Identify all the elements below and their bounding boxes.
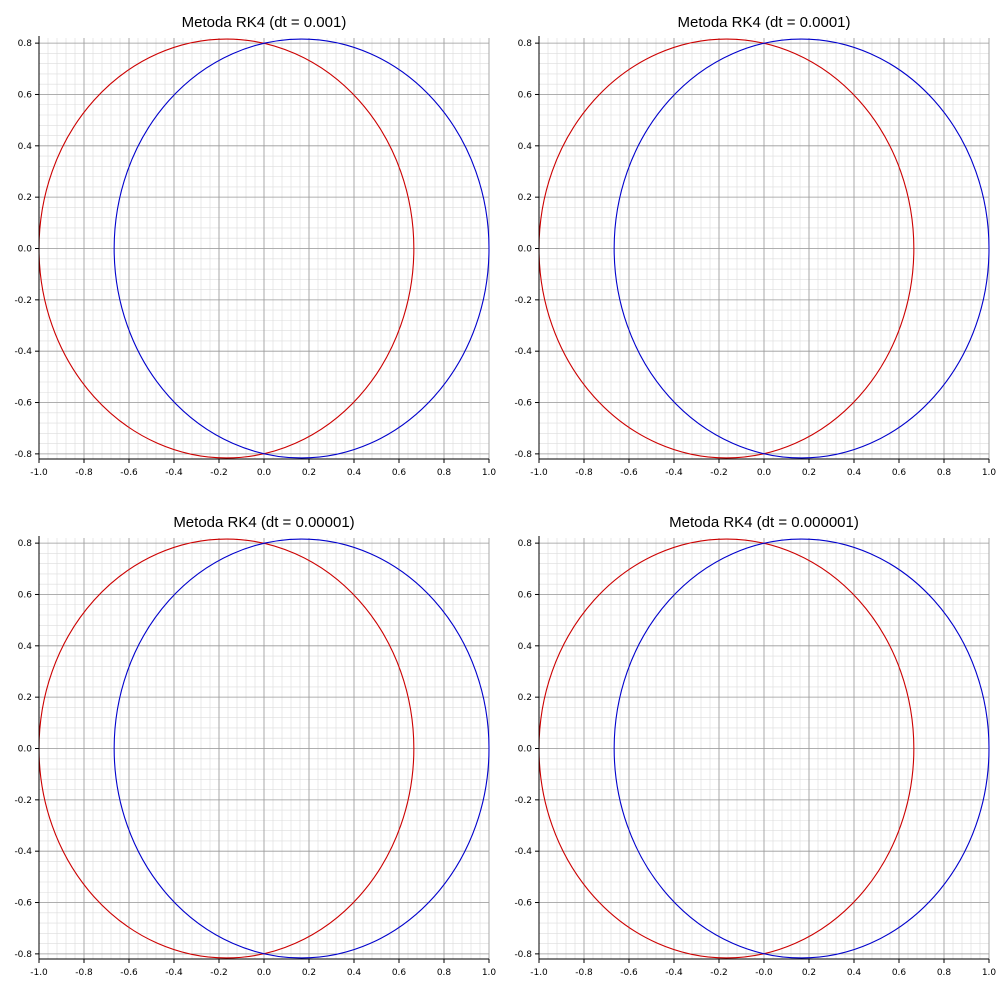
y-tick-label: 0.6: [518, 590, 533, 600]
y-tick-label: 0.0: [518, 245, 533, 255]
y-tick-label: -0.8: [14, 950, 32, 960]
y-tick-label: 0.8: [518, 39, 533, 49]
x-tick-label: 0.6: [392, 968, 407, 978]
chart-svg: -1.0 -0.8 -0.6 -0.4 -0.2 0.0 0.2 0.4 0.6 0.8 1.0 0.…: [14, 14, 497, 478]
y-tick-label: -0.6: [14, 899, 32, 909]
x-tick-label: 1.0: [982, 468, 997, 478]
chart-svg: -1.0 -0.8 -0.6 -0.4 -0.2 0.0 0.2 0.4 0.6 0.8 1.0 0.…: [514, 14, 997, 478]
x-tick-label: 0.0: [257, 468, 272, 478]
x-tick-label: 0.6: [392, 468, 407, 478]
x-tick-label: 0.8: [937, 968, 952, 978]
x-tick-label: 0.6: [892, 468, 907, 478]
x-tick-label: 0.8: [437, 968, 452, 978]
y-tick-label: -0.2: [514, 296, 532, 306]
y-tick-label: 0.6: [518, 90, 533, 100]
y-tick-label: -0.6: [514, 899, 532, 909]
x-tick-label: -0.8: [575, 468, 593, 478]
x-tick-label: 1.0: [482, 468, 497, 478]
y-tick-label: 0.4: [18, 142, 33, 152]
x-tick-label: 0.4: [847, 968, 862, 978]
y-tick-label: 0.8: [18, 39, 33, 49]
chart-title: Metoda RK4 (dt = 0.00001): [173, 514, 354, 531]
y-tick-label: -0.4: [14, 347, 32, 357]
y-tick-label: -0.4: [14, 847, 32, 857]
x-tick-label: -0.6: [620, 968, 638, 978]
chart-panel-2: -1.0 -0.8 -0.6 -0.4 -0.2 0.0 0.2 0.4 0.6 0.8 1.0 0.…: [500, 0, 1000, 500]
y-tick-label: -0.4: [514, 347, 532, 357]
y-tick-label: -0.8: [514, 450, 532, 460]
x-tick-label: -1.0: [30, 468, 48, 478]
y-tick-label: -0.8: [14, 450, 32, 460]
x-tick-label: 0.0: [257, 968, 272, 978]
x-tick-label: -0.4: [665, 468, 683, 478]
y-tick-label: -0.4: [514, 847, 532, 857]
y-tick-label: 0.8: [518, 539, 533, 549]
x-tick-label: -0.4: [165, 468, 183, 478]
x-tick-label: -1.0: [530, 968, 548, 978]
x-tick-label: 0.2: [802, 468, 816, 478]
y-tick-label: 0.4: [18, 642, 33, 652]
blue-trajectory: [613, 538, 990, 959]
x-tick-label: -0.2: [210, 968, 228, 978]
chart-title: Metoda RK4 (dt = 0.000001): [669, 514, 859, 531]
x-tick-label: -0.4: [165, 968, 183, 978]
chart-title: Metoda RK4 (dt = 0.0001): [677, 14, 850, 31]
y-tick-label: 0.2: [18, 193, 32, 203]
x-tick-label: -0.8: [75, 968, 93, 978]
x-tick-label: -0.0: [755, 968, 773, 978]
chart-panel-4: -1.0 -0.8 -0.6 -0.4 -0.2 -0.0 0.2 0.4 0.6 0.8 1.0 0…: [500, 500, 1000, 1000]
x-tick-label: -0.6: [120, 468, 138, 478]
x-tick-label: 0.6: [892, 968, 907, 978]
x-tick-label: 0.8: [937, 468, 952, 478]
y-tick-label: 0.0: [18, 245, 33, 255]
x-tick-label: 1.0: [982, 968, 997, 978]
y-tick-label: -0.6: [14, 399, 32, 409]
y-tick-label: -0.2: [14, 296, 32, 306]
y-tick-label: -0.2: [14, 796, 32, 806]
x-tick-label: 1.0: [482, 968, 497, 978]
y-tick-label: -0.6: [514, 399, 532, 409]
x-tick-label: 0.4: [347, 968, 362, 978]
x-tick-label: 0.4: [847, 468, 862, 478]
y-tick-label: 0.0: [518, 745, 533, 755]
x-tick-label: -0.8: [575, 968, 593, 978]
chart-svg: -1.0 -0.8 -0.6 -0.4 -0.2 0.0 0.2 0.4 0.6 0.8 1.0 0.…: [14, 514, 497, 978]
y-tick-label: 0.4: [518, 642, 533, 652]
y-tick-label: 0.6: [18, 590, 33, 600]
x-tick-label: -1.0: [530, 468, 548, 478]
x-tick-label: 0.4: [347, 468, 362, 478]
major-grid: [538, 38, 990, 459]
x-tick-label: 0.2: [802, 968, 816, 978]
y-tick-label: 0.4: [518, 142, 533, 152]
x-tick-label: -0.6: [620, 468, 638, 478]
y-tick-label: 0.2: [518, 193, 532, 203]
chart-panel-3: -1.0 -0.8 -0.6 -0.4 -0.2 0.0 0.2 0.4 0.6 0.8 1.0 0.…: [0, 500, 500, 1000]
x-tick-label: 0.0: [757, 468, 772, 478]
chart-svg: -1.0 -0.8 -0.6 -0.4 -0.2 -0.0 0.2 0.4 0.6 0.8 1.0 0…: [514, 514, 997, 978]
blue-trajectory: [113, 538, 490, 959]
y-tick-label: 0.0: [18, 745, 33, 755]
y-tick-label: 0.8: [18, 539, 33, 549]
x-tick-label: -0.6: [120, 968, 138, 978]
blue-trajectory: [113, 38, 490, 459]
major-grid: [38, 38, 490, 459]
x-tick-label: -0.2: [710, 468, 728, 478]
x-tick-label: -1.0: [30, 968, 48, 978]
x-tick-label: -0.8: [75, 468, 93, 478]
chart-panel-1: -1.0 -0.8 -0.6 -0.4 -0.2 0.0 0.2 0.4 0.6 0.8 1.0 0.…: [0, 0, 500, 500]
chart-title: Metoda RK4 (dt = 0.001): [182, 14, 347, 31]
x-tick-label: 0.8: [437, 468, 452, 478]
y-tick-label: -0.2: [514, 796, 532, 806]
x-tick-label: -0.4: [665, 968, 683, 978]
x-tick-label: 0.2: [302, 968, 316, 978]
x-tick-label: -0.2: [710, 968, 728, 978]
y-tick-label: 0.2: [518, 693, 532, 703]
y-tick-label: 0.2: [18, 693, 32, 703]
x-tick-label: 0.2: [302, 468, 316, 478]
x-tick-label: -0.2: [210, 468, 228, 478]
blue-trajectory: [613, 38, 990, 459]
y-tick-label: -0.8: [514, 950, 532, 960]
y-tick-label: 0.6: [18, 90, 33, 100]
